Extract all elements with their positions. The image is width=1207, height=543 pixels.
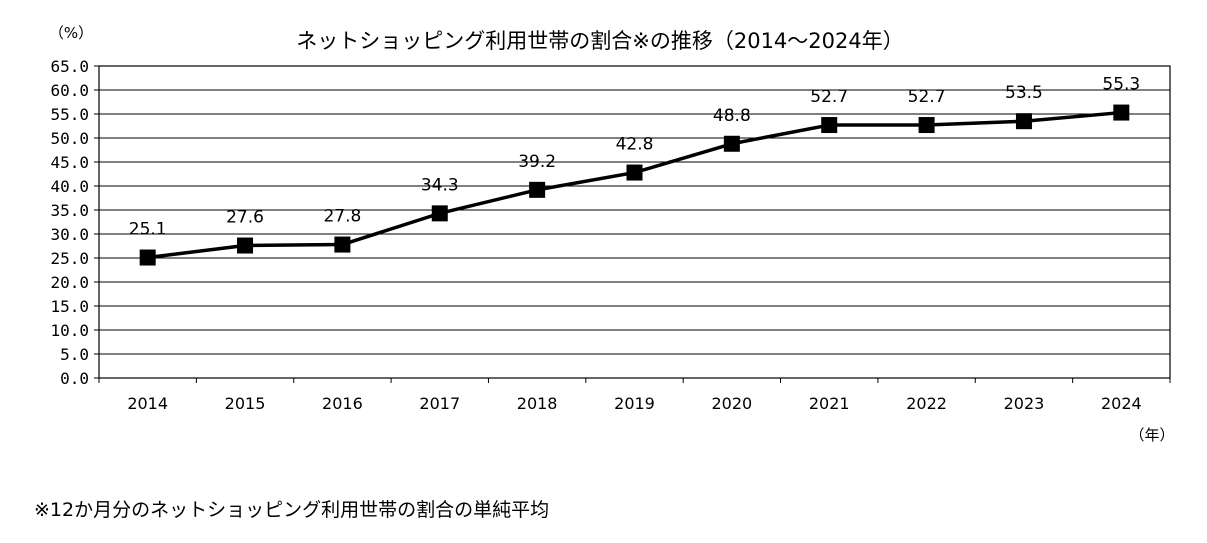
data-label: 27.6 <box>226 208 264 228</box>
x-axis-unit: （年） <box>1129 426 1174 444</box>
x-tick-labels: 2014 2015 2016 2017 2018 2019 2020 2021 2022 2023… <box>127 394 1141 413</box>
y-axis-unit: （%） <box>49 24 93 42</box>
y-tick-label: 20.0 <box>50 273 89 292</box>
y-tick-label: 35.0 <box>50 201 89 220</box>
x-tick-label: 2024 <box>1101 394 1142 413</box>
y-tick-label: 15.0 <box>50 297 89 316</box>
y-tick-label: 25.0 <box>50 249 89 268</box>
data-label: 42.8 <box>616 135 654 155</box>
y-tick-label: 60.0 <box>50 81 89 100</box>
data-point-marker <box>237 237 254 254</box>
y-tick-label: 40.0 <box>50 177 89 196</box>
x-tick-label: 2022 <box>906 394 947 413</box>
footnote: ※12か月分のネットショッピング利用世帯の割合の単純平均 <box>34 499 550 521</box>
data-point-marker <box>1015 113 1032 130</box>
y-tick-label: 55.0 <box>50 105 89 124</box>
y-tick-label: 65.0 <box>50 57 89 76</box>
x-tick-label: 2018 <box>517 394 558 413</box>
data-label: 39.2 <box>518 152 556 172</box>
data-point-marker <box>918 117 935 134</box>
x-tick-label: 2019 <box>614 394 655 413</box>
data-point-marker <box>529 181 546 198</box>
x-tick-label: 2015 <box>225 394 266 413</box>
data-label: 25.1 <box>129 220 167 240</box>
data-label: 52.7 <box>810 87 848 107</box>
data-point-marker <box>431 205 448 222</box>
x-tick-label: 2023 <box>1004 394 1045 413</box>
y-tick-label: 30.0 <box>50 225 89 244</box>
x-tick-label: 2016 <box>322 394 363 413</box>
data-label: 27.8 <box>323 207 361 227</box>
data-point-marker <box>139 249 156 266</box>
y-tick-label: 0.0 <box>60 369 89 388</box>
plot-area-border <box>98 65 1171 379</box>
data-label: 34.3 <box>421 175 459 195</box>
data-point-marker <box>1113 104 1130 121</box>
data-label: 48.8 <box>713 106 751 126</box>
y-tick-label: 50.0 <box>50 129 89 148</box>
data-point-marker <box>334 236 351 253</box>
x-tick-label: 2020 <box>712 394 753 413</box>
data-point-marker <box>821 117 838 134</box>
x-tick-label: 2021 <box>809 394 850 413</box>
data-point-marker <box>626 164 643 181</box>
data-series <box>139 104 1130 266</box>
x-tick-label: 2014 <box>127 394 168 413</box>
x-tick-label: 2017 <box>419 394 460 413</box>
y-tick-label: 10.0 <box>50 321 89 340</box>
line-chart: ネットショッピング利用世帯の割合※の推移（2014～2024年） （%） （年）… <box>49 24 1175 444</box>
y-tick-label: 5.0 <box>60 345 89 364</box>
axes <box>94 65 1171 383</box>
y-tick-label: 45.0 <box>50 153 89 172</box>
data-label: 52.7 <box>908 87 946 107</box>
data-point-marker <box>723 135 740 152</box>
y-tick-labels: 0.0 5.0 10.0 15.0 20.0 25.0 30.0 35.0 40.0 45.0 50… <box>50 57 89 388</box>
data-label: 55.3 <box>1102 75 1140 95</box>
data-label: 53.5 <box>1005 83 1043 103</box>
data-labels: 25.1 27.6 27.8 34.3 39.2 42.8 48.8 52.7 52.7 53.5… <box>129 75 1140 240</box>
chart-title: ネットショッピング利用世帯の割合※の推移（2014～2024年） <box>296 29 903 53</box>
